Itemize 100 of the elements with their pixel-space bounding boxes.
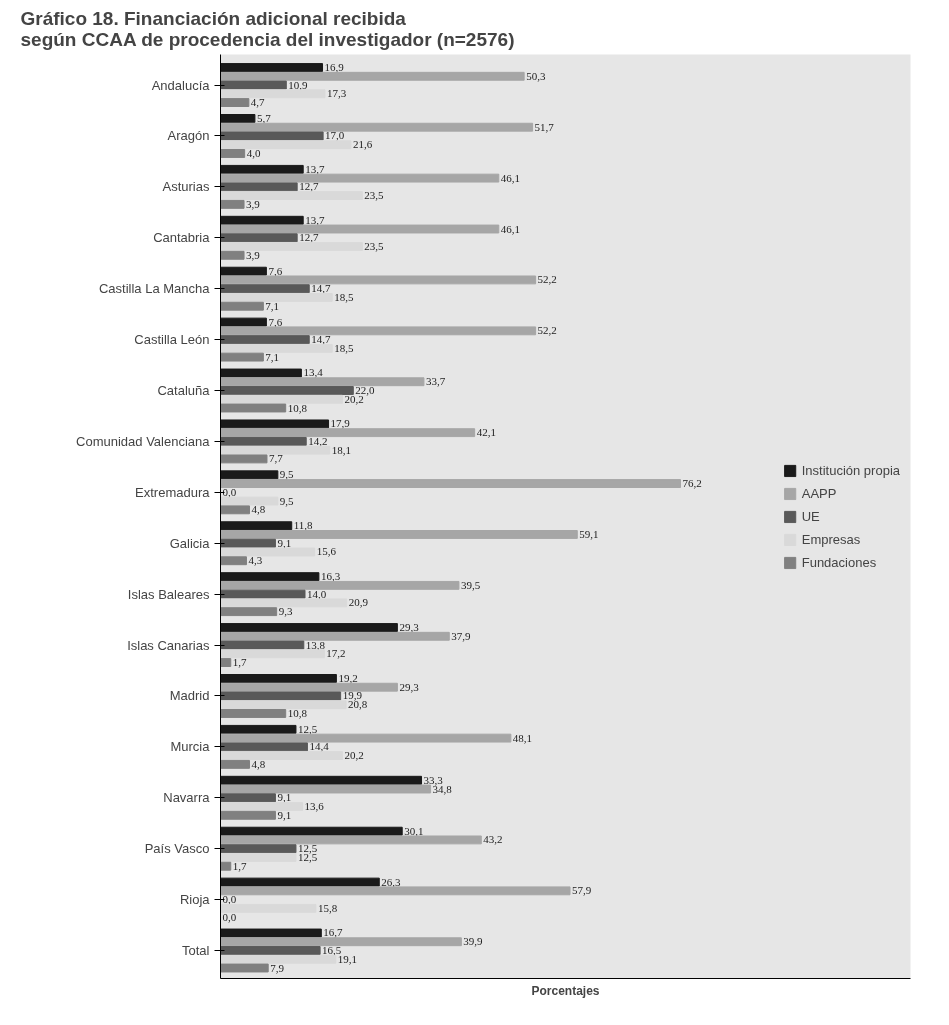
y-tick-label: Comunidad Valenciana	[76, 433, 211, 449]
data-label: 39,9	[463, 935, 484, 948]
data-label: 18,1	[331, 443, 352, 456]
data-label: 57,9	[572, 884, 592, 897]
legend-label: Institución propia	[801, 462, 900, 478]
bar	[220, 377, 425, 387]
data-label: 17,0	[325, 129, 345, 142]
bar	[220, 242, 363, 251]
data-label: 46,1	[500, 222, 521, 235]
data-label: 16,9	[324, 61, 345, 74]
data-label: 20,9	[348, 596, 369, 609]
bar	[220, 173, 500, 183]
data-label: 51,7	[534, 120, 555, 133]
x-axis-title: Porcentajes	[531, 983, 600, 998]
legend-label: Empresas	[801, 531, 861, 547]
bar	[220, 191, 363, 201]
data-label: 14,2	[308, 434, 328, 447]
bar	[220, 215, 304, 225]
bar	[220, 709, 287, 718]
data-label: 19,2	[338, 671, 358, 684]
bar	[220, 496, 279, 506]
data-label: 4,3	[248, 554, 263, 567]
data-label: 0,0	[222, 485, 237, 498]
bar	[220, 759, 250, 769]
bar	[220, 598, 348, 608]
bar	[220, 861, 232, 871]
bar	[220, 623, 398, 632]
bar	[220, 149, 246, 158]
bar	[220, 521, 293, 531]
bar	[220, 640, 305, 650]
bar	[220, 479, 681, 488]
data-label: 46,1	[500, 171, 521, 184]
bar	[220, 775, 423, 785]
bar	[220, 403, 287, 413]
y-tick-label: Islas Canarias	[127, 637, 210, 653]
bar	[220, 233, 298, 243]
bar	[220, 784, 432, 794]
y-tick-label: Castilla León	[134, 332, 210, 348]
bar	[220, 742, 308, 752]
bar	[220, 284, 310, 294]
data-label: 9,3	[278, 605, 293, 618]
y-tick-label: Cataluña	[157, 383, 211, 398]
data-label: 13,7	[305, 213, 325, 226]
data-label: 42,1	[476, 426, 496, 439]
y-tick-label: Aragón	[167, 128, 210, 144]
data-label: 14,0	[307, 587, 327, 600]
legend-label: Fundaciones	[801, 554, 877, 570]
bar	[220, 733, 512, 743]
bar	[220, 445, 331, 455]
bar	[220, 182, 298, 192]
bar	[220, 98, 250, 107]
data-label: 37,9	[451, 629, 472, 642]
bar	[220, 844, 297, 854]
bar	[220, 835, 482, 845]
data-label: 0,0	[222, 910, 237, 923]
y-tick-label: Castilla La Mancha	[98, 281, 211, 297]
data-label: 15,6	[316, 545, 337, 558]
bar	[220, 556, 247, 566]
data-label: 7,7	[268, 452, 284, 465]
data-label: 16,7	[323, 926, 344, 939]
legend-label: UE	[801, 508, 821, 524]
data-label: 20,2	[344, 749, 364, 762]
bar	[220, 352, 264, 362]
bar	[220, 114, 256, 123]
bar	[220, 343, 333, 353]
bar	[220, 275, 537, 285]
bar	[220, 63, 324, 72]
bar	[220, 199, 245, 209]
bar	[220, 317, 267, 327]
bar	[220, 877, 380, 887]
y-tick-label: Rioja	[179, 892, 211, 908]
bar	[220, 470, 279, 480]
bar	[220, 530, 578, 539]
chart-title: Gráfico 18. Financiación adicional recibida según CCAA de procedencia del investigador (n=2576)	[20, 7, 515, 50]
data-label: 11,8	[293, 519, 314, 532]
bar	[220, 250, 245, 260]
y-tick-label: Cantabria	[153, 230, 211, 246]
bar	[220, 368, 302, 378]
data-label: 16,5	[322, 944, 342, 956]
bar	[220, 903, 317, 913]
data-label: 3,9	[246, 248, 261, 261]
y-tick-label: Extremadura	[135, 484, 211, 500]
bar	[220, 658, 232, 667]
y-tick-label: Madrid	[169, 688, 210, 704]
data-label: 23,5	[364, 189, 385, 202]
bar	[220, 326, 537, 336]
data-label: 22,0	[355, 384, 376, 396]
data-label: 9,5	[279, 494, 295, 507]
bar	[220, 724, 297, 734]
data-label: 29,3	[399, 621, 420, 634]
data-label: 76,2	[682, 477, 702, 490]
y-tick-label: Andalucía	[151, 77, 211, 93]
data-label: 17,9	[330, 417, 351, 430]
bar	[220, 572, 320, 582]
bar	[220, 682, 398, 692]
bar	[220, 386, 354, 395]
bar	[220, 946, 321, 955]
data-label: 10,9	[288, 78, 309, 91]
data-label: 48,1	[512, 731, 533, 744]
data-label: 26,3	[381, 875, 402, 888]
